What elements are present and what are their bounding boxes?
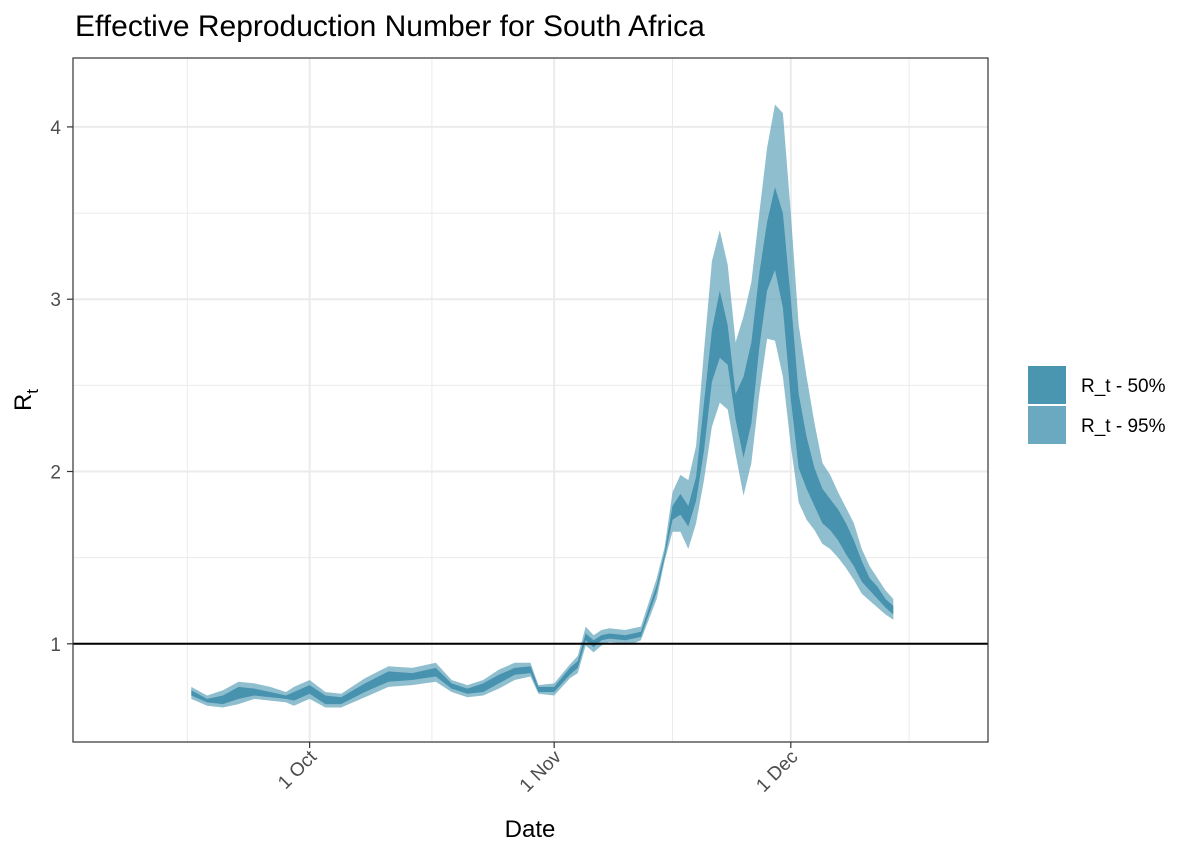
legend-swatch — [1028, 406, 1066, 444]
y-tick-label: 1 — [50, 635, 61, 656]
y-axis: 1 2 3 4 — [50, 118, 73, 656]
y-tick-label: 4 — [50, 118, 61, 139]
y-axis-label-main: R — [10, 394, 37, 411]
chart-title: Effective Reproduction Number for South … — [75, 10, 705, 43]
x-tick-label: 1 Dec — [752, 747, 802, 797]
legend-label: R_t - 95% — [1081, 416, 1166, 437]
plot-border — [72, 57, 989, 743]
legend-swatch — [1028, 366, 1066, 404]
x-tick-label: 1 Oct — [274, 746, 321, 793]
y-tick-label: 2 — [50, 463, 61, 484]
plot-background — [73, 58, 988, 742]
x-axis-label: Date — [505, 816, 556, 843]
x-tick-label: 1 Nov — [516, 746, 566, 796]
plot-panel — [72, 57, 989, 743]
bands — [191, 104, 894, 708]
y-axis-label-subscript: t — [23, 389, 42, 394]
x-axis: 1 Oct 1 Nov 1 Dec — [274, 742, 802, 797]
band-95 — [191, 104, 894, 708]
y-tick-label: 3 — [50, 290, 61, 311]
y-axis-label: Rt — [10, 389, 42, 411]
legend-label: R_t - 50% — [1081, 376, 1166, 397]
band-50 — [191, 187, 894, 705]
legend: R_t - 50% R_t - 95% — [1028, 366, 1166, 444]
